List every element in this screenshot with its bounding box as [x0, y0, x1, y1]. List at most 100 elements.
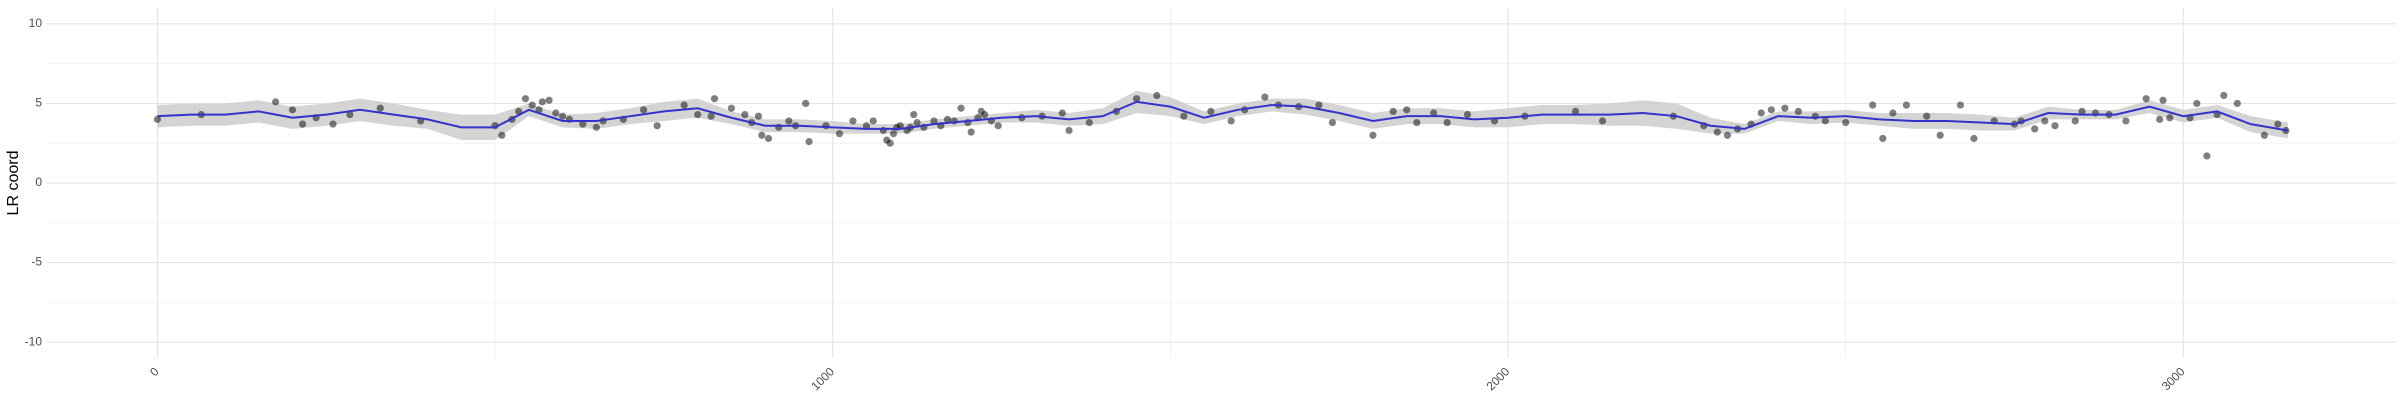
point	[896, 122, 904, 130]
point	[802, 99, 810, 108]
point	[1153, 91, 1161, 100]
point	[1970, 134, 1978, 143]
point	[1227, 117, 1235, 125]
point	[1869, 101, 1877, 109]
point	[521, 95, 530, 103]
point	[1902, 101, 1911, 109]
y-axis-label: LR coord	[5, 151, 22, 216]
point	[271, 98, 280, 106]
point	[886, 139, 894, 147]
point	[835, 130, 844, 138]
point	[1781, 104, 1789, 112]
point	[967, 128, 975, 136]
point	[2078, 107, 2086, 116]
confidence-ribbon	[157, 90, 2288, 141]
point	[1767, 106, 1775, 114]
smooth-line	[157, 100, 2289, 132]
point	[694, 110, 702, 119]
point	[1261, 93, 1269, 101]
point	[528, 101, 536, 109]
point	[741, 110, 749, 119]
y-tick-label: 5	[35, 96, 42, 110]
point	[930, 117, 938, 125]
point	[2142, 95, 2150, 103]
grid	[46, 8, 2396, 358]
point	[299, 120, 307, 128]
point	[1956, 101, 1965, 109]
point	[889, 130, 898, 138]
point	[2122, 117, 2130, 125]
point	[764, 134, 773, 143]
point	[1463, 110, 1472, 119]
point	[727, 104, 736, 112]
point	[2260, 131, 2268, 139]
point	[869, 117, 877, 125]
point	[1889, 109, 1897, 117]
point	[910, 110, 918, 119]
point	[1936, 131, 1944, 139]
point	[288, 106, 297, 114]
point	[2041, 117, 2049, 125]
x-tick-label: 3000	[2159, 364, 2188, 393]
point	[1794, 107, 1802, 116]
point	[994, 122, 1002, 130]
x-tick-label: 2000	[1484, 364, 1513, 393]
point	[376, 104, 384, 112]
point	[981, 110, 989, 119]
point	[943, 115, 952, 123]
point	[1207, 107, 1215, 116]
point	[1389, 107, 1397, 116]
point	[950, 117, 958, 125]
point	[913, 118, 921, 127]
point	[2051, 122, 2059, 130]
point	[710, 95, 719, 103]
point	[1821, 117, 1829, 125]
point	[153, 115, 162, 123]
point	[849, 117, 857, 125]
point	[754, 112, 763, 120]
point	[552, 109, 560, 117]
y-tick-label: 10	[29, 16, 43, 30]
point	[1879, 134, 1887, 143]
point	[1315, 101, 1323, 109]
point	[2203, 152, 2211, 160]
point	[1058, 109, 1066, 117]
point	[805, 138, 813, 146]
point	[1842, 118, 1850, 127]
point	[862, 122, 871, 130]
point	[2166, 114, 2174, 122]
point	[653, 122, 661, 130]
point	[1713, 128, 1721, 136]
point	[2071, 117, 2079, 125]
point	[957, 104, 965, 112]
point	[2159, 96, 2167, 104]
point	[538, 98, 546, 106]
point	[1065, 126, 1073, 135]
point	[1369, 131, 1377, 139]
point	[1923, 112, 1931, 120]
point	[2156, 115, 2164, 123]
point	[346, 110, 354, 119]
point	[1403, 106, 1411, 114]
point	[1413, 118, 1421, 127]
point	[707, 112, 715, 120]
point	[1180, 112, 1188, 120]
x-tick-label: 1000	[808, 364, 837, 393]
point	[822, 122, 830, 130]
point	[640, 106, 648, 114]
point	[1598, 117, 1607, 125]
point	[758, 131, 766, 139]
point	[1132, 95, 1141, 103]
point	[680, 101, 688, 109]
point	[1443, 118, 1451, 127]
point	[1757, 109, 1765, 117]
point	[785, 117, 793, 125]
y-tick-label: -10	[25, 334, 43, 348]
point	[1085, 118, 1093, 127]
point	[2274, 120, 2282, 128]
y-tick-label: 0	[35, 175, 42, 189]
point	[558, 112, 567, 120]
point	[1328, 118, 1337, 127]
